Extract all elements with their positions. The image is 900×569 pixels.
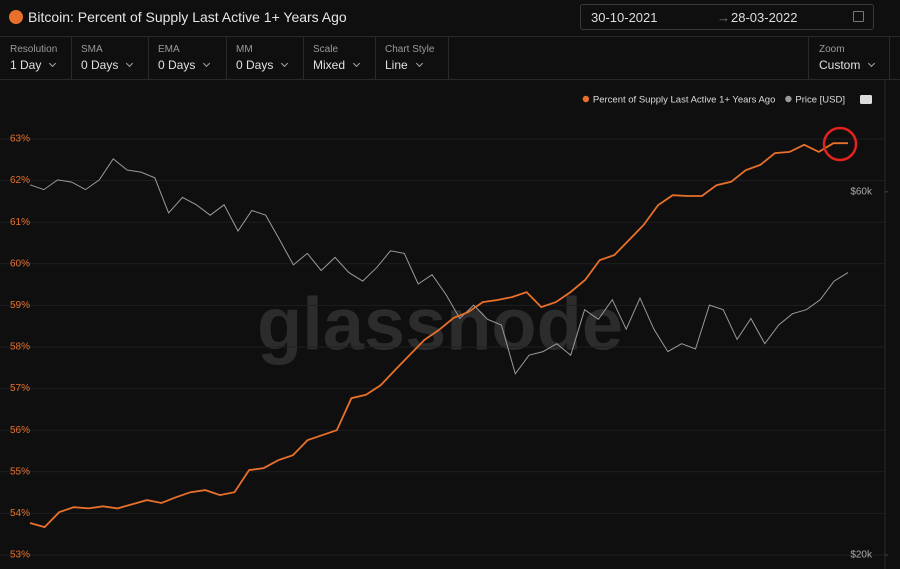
control-label: EMA bbox=[158, 44, 180, 55]
arrow: → bbox=[717, 10, 730, 25]
y-tick-label: 54% bbox=[10, 508, 30, 519]
control[interactable]: Scale Mixed bbox=[303, 37, 376, 79]
camera-icon[interactable] bbox=[860, 95, 872, 104]
watermark: glassnode bbox=[257, 283, 623, 366]
legend-swatch bbox=[582, 95, 590, 103]
y-tick-label: 61% bbox=[10, 217, 30, 228]
legend-label: Percent of Supply Last Active 1+ Years A… bbox=[593, 95, 775, 106]
y-tick-label: 59% bbox=[10, 300, 30, 311]
calendar-icon[interactable] bbox=[853, 11, 864, 22]
y-tick-label: 56% bbox=[10, 425, 30, 436]
control-value[interactable]: 0 Days bbox=[81, 58, 132, 72]
control-label: Chart Style bbox=[385, 44, 435, 55]
y-tick-label: 63% bbox=[10, 134, 30, 145]
date-range[interactable]: 30-10-2021 → 28-03-2022 bbox=[580, 4, 874, 30]
coin-icon bbox=[9, 10, 23, 24]
control-value[interactable]: Custom bbox=[819, 58, 874, 72]
control-label: SMA bbox=[81, 44, 103, 55]
control[interactable]: SMA 0 Days bbox=[71, 37, 149, 79]
y-tick-label: 58% bbox=[10, 342, 30, 353]
date-from[interactable]: 30-10-2021 bbox=[591, 10, 658, 25]
legend-swatch bbox=[785, 95, 792, 103]
control-label: Resolution bbox=[10, 44, 58, 55]
header: Bitcoin: Percent of Supply Last Active 1… bbox=[0, 0, 900, 37]
line-series bbox=[29, 142, 848, 529]
control[interactable]: MM 0 Days bbox=[226, 37, 304, 79]
control[interactable]: Chart Style Line bbox=[375, 37, 449, 79]
control-value[interactable]: 0 Days bbox=[236, 58, 287, 72]
y-tick-label: 60% bbox=[10, 258, 30, 269]
legend-label: Price [USD] bbox=[795, 95, 845, 106]
control-label: Scale bbox=[313, 44, 339, 55]
highlight-circle bbox=[822, 126, 858, 162]
control-label: Zoom bbox=[819, 44, 845, 55]
control-label: MM bbox=[236, 44, 253, 55]
y-tick-label: 57% bbox=[10, 383, 30, 394]
control-value[interactable]: 1 Day bbox=[10, 58, 55, 72]
title: Bitcoin: Percent of Supply Last Active 1… bbox=[28, 9, 347, 25]
control-value[interactable]: Line bbox=[385, 58, 422, 72]
line-series bbox=[29, 158, 849, 375]
chart: glassnode 53% 54% 55% 56% 57% 58% 59% 60% 61% 62% 6… bbox=[0, 80, 888, 569]
date-to[interactable]: 28-03-2022 bbox=[731, 10, 798, 25]
control[interactable]: EMA 0 Days bbox=[148, 37, 227, 79]
controls: Resolution 1 Day SMA 0 Days EMA 0 Days MM 0 Day… bbox=[0, 37, 900, 80]
plot: glassnode 53% 54% 55% 56% 57% 58% 59% 60% 61% 62% 6… bbox=[0, 80, 888, 569]
control-value[interactable]: 0 Days bbox=[158, 58, 209, 72]
y-tick-label: 55% bbox=[10, 466, 30, 477]
control-value[interactable]: Mixed bbox=[313, 58, 359, 72]
control[interactable]: Resolution 1 Day bbox=[0, 37, 72, 79]
y2-tick-label: $20k bbox=[850, 550, 873, 561]
control[interactable]: Zoom Custom bbox=[808, 37, 890, 79]
y2-tick-label: $60k bbox=[850, 186, 873, 197]
y-tick-label: 62% bbox=[10, 175, 30, 186]
y-tick-label: 53% bbox=[10, 550, 30, 561]
